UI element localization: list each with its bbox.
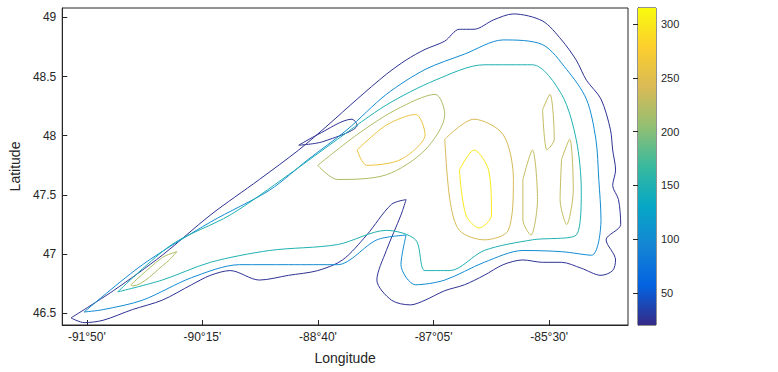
svg-text:200: 200 [661, 126, 679, 138]
svg-text:-87°05': -87°05' [415, 330, 453, 344]
svg-text:150: 150 [661, 179, 679, 191]
svg-text:-91°50': -91°50' [68, 330, 106, 344]
svg-text:Longitude: Longitude [314, 350, 376, 366]
svg-text:50: 50 [661, 287, 673, 299]
svg-text:-85°30': -85°30' [530, 330, 568, 344]
svg-text:-88°40': -88°40' [299, 330, 337, 344]
svg-text:100: 100 [661, 233, 679, 245]
svg-text:48.5: 48.5 [33, 70, 57, 84]
svg-text:-90°15': -90°15' [184, 330, 222, 344]
svg-text:250: 250 [661, 72, 679, 84]
svg-text:300: 300 [661, 18, 679, 30]
svg-text:Latitude: Latitude [7, 141, 23, 191]
svg-text:49: 49 [43, 10, 57, 24]
svg-text:47.5: 47.5 [33, 188, 57, 202]
svg-text:47: 47 [43, 247, 57, 261]
svg-text:48: 48 [43, 129, 57, 143]
svg-text:46.5: 46.5 [33, 306, 57, 320]
